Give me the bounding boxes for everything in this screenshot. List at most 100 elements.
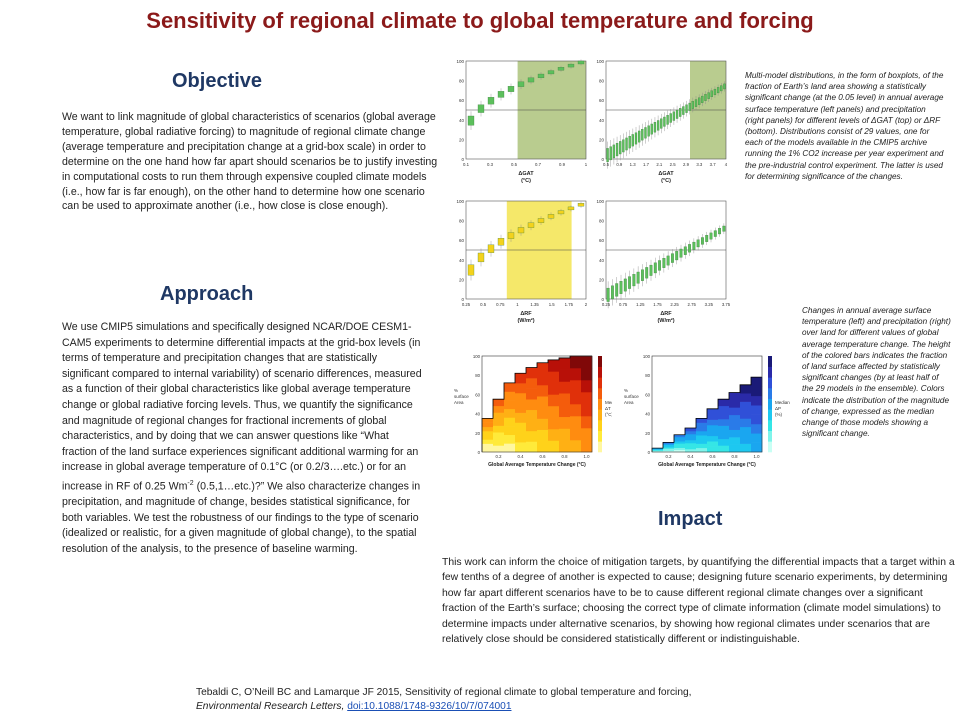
bar-segment: [674, 436, 686, 440]
bar-segment: [570, 380, 582, 393]
bar-segment: [663, 447, 675, 449]
bar-segment: [696, 443, 708, 449]
x-tick-label: 1.25: [636, 302, 645, 307]
y-tick-label: 100: [456, 199, 464, 204]
x-tick-label: 3.75: [722, 302, 731, 307]
colorbar-label: Median: [775, 400, 790, 405]
x-tick-label: 0.5: [480, 302, 487, 307]
bar-segment: [740, 384, 752, 394]
colorbar-segment: [598, 366, 602, 378]
bar-segment: [515, 432, 527, 443]
bar-segment: [729, 414, 741, 423]
box: [636, 271, 640, 284]
citation-doi-link[interactable]: doi:10.1088/1748-9326/10/7/074001: [347, 701, 512, 712]
box: [577, 203, 585, 207]
x-tick-label: 2.25: [670, 302, 679, 307]
box: [707, 92, 710, 99]
x-tick-label: 0.5: [603, 162, 610, 167]
bar-segment: [515, 373, 527, 384]
x-tick-label: 0.7: [535, 162, 542, 167]
bar-segment: [548, 405, 560, 418]
y-tick-label: 80: [599, 79, 605, 84]
box: [650, 123, 653, 135]
box: [645, 267, 649, 279]
box: [631, 134, 634, 147]
box: [647, 125, 650, 137]
bar-segment: [581, 356, 593, 369]
x-tick-label: 0.4: [518, 454, 525, 459]
x-axis-label: Global Average Temperature Change (°C): [488, 462, 586, 468]
bar-segment: [504, 400, 516, 410]
y-tick-label: 0: [461, 157, 464, 162]
bar-segment: [548, 428, 560, 441]
y-tick-label: 20: [645, 431, 650, 436]
box: [666, 115, 669, 125]
x-tick-label: 0.2: [496, 454, 503, 459]
x-tick-label: 2: [585, 302, 588, 307]
x-tick-label: 1.75: [565, 302, 574, 307]
x-tick-label: 3.25: [705, 302, 714, 307]
box: [625, 137, 628, 151]
y-tick-label: 40: [645, 412, 650, 417]
y-tick-label: 60: [599, 238, 605, 243]
colorbar-segment: [598, 377, 602, 389]
bar-segment: [740, 426, 752, 436]
box: [628, 136, 631, 149]
bar-segment: [663, 450, 675, 453]
citation: Tebaldi C, O’Neill BC and Lamarque JF 20…: [196, 686, 756, 714]
box: [628, 276, 632, 289]
bar-segment: [482, 443, 494, 449]
box: [694, 99, 698, 107]
colorbar-segment: [768, 430, 772, 442]
box: [675, 109, 679, 119]
approach-superscript: -2: [187, 479, 194, 487]
bar-segment: [729, 422, 741, 430]
bar-segment: [718, 419, 730, 426]
box: [675, 251, 679, 261]
bar-segment: [718, 432, 730, 440]
bar-segment: [493, 445, 505, 453]
box: [557, 67, 565, 71]
bar-segment: [685, 449, 697, 453]
box: [537, 218, 545, 223]
y-tick-label: 40: [475, 412, 480, 417]
x-axis-unit: (°C): [521, 178, 531, 184]
bar-segment: [581, 440, 593, 453]
x-tick-label: 1.7: [643, 162, 650, 167]
box: [653, 262, 657, 274]
x-tick-label: 1: [516, 302, 519, 307]
bar-segment: [685, 443, 697, 447]
bar-segment: [718, 438, 730, 446]
x-tick-label: 0.3: [487, 162, 494, 167]
y-tick-label: 40: [599, 258, 605, 263]
box: [527, 222, 535, 228]
y-tick-label: 60: [599, 98, 605, 103]
y-tick-label: 100: [456, 59, 464, 64]
box: [634, 132, 638, 145]
bar-segment: [515, 412, 527, 423]
colorbar-segment: [768, 420, 772, 431]
box: [692, 241, 696, 250]
colorbar-segment: [598, 356, 602, 367]
box: [610, 285, 614, 300]
box: [467, 115, 475, 126]
bar-segment: [652, 448, 664, 450]
bar-segment: [740, 393, 752, 402]
colorbar-label: (%): [775, 412, 782, 417]
bar-segment: [685, 440, 697, 444]
box: [477, 104, 485, 113]
bar-segment: [493, 399, 505, 407]
box: [557, 210, 565, 215]
bar-segment: [482, 418, 494, 423]
bar-segment: [751, 377, 763, 387]
bar-segment: [548, 394, 560, 407]
approach-heading: Approach: [160, 283, 254, 305]
x-axis-unit: (W/m²): [657, 317, 674, 324]
x-tick-label: 0.5: [511, 162, 518, 167]
box: [656, 120, 660, 131]
bar-segment: [570, 416, 582, 429]
colorbar-segment: [768, 356, 772, 367]
bar-segment: [696, 426, 708, 432]
bar-segment: [493, 412, 505, 420]
y-tick-label: 20: [475, 431, 480, 436]
